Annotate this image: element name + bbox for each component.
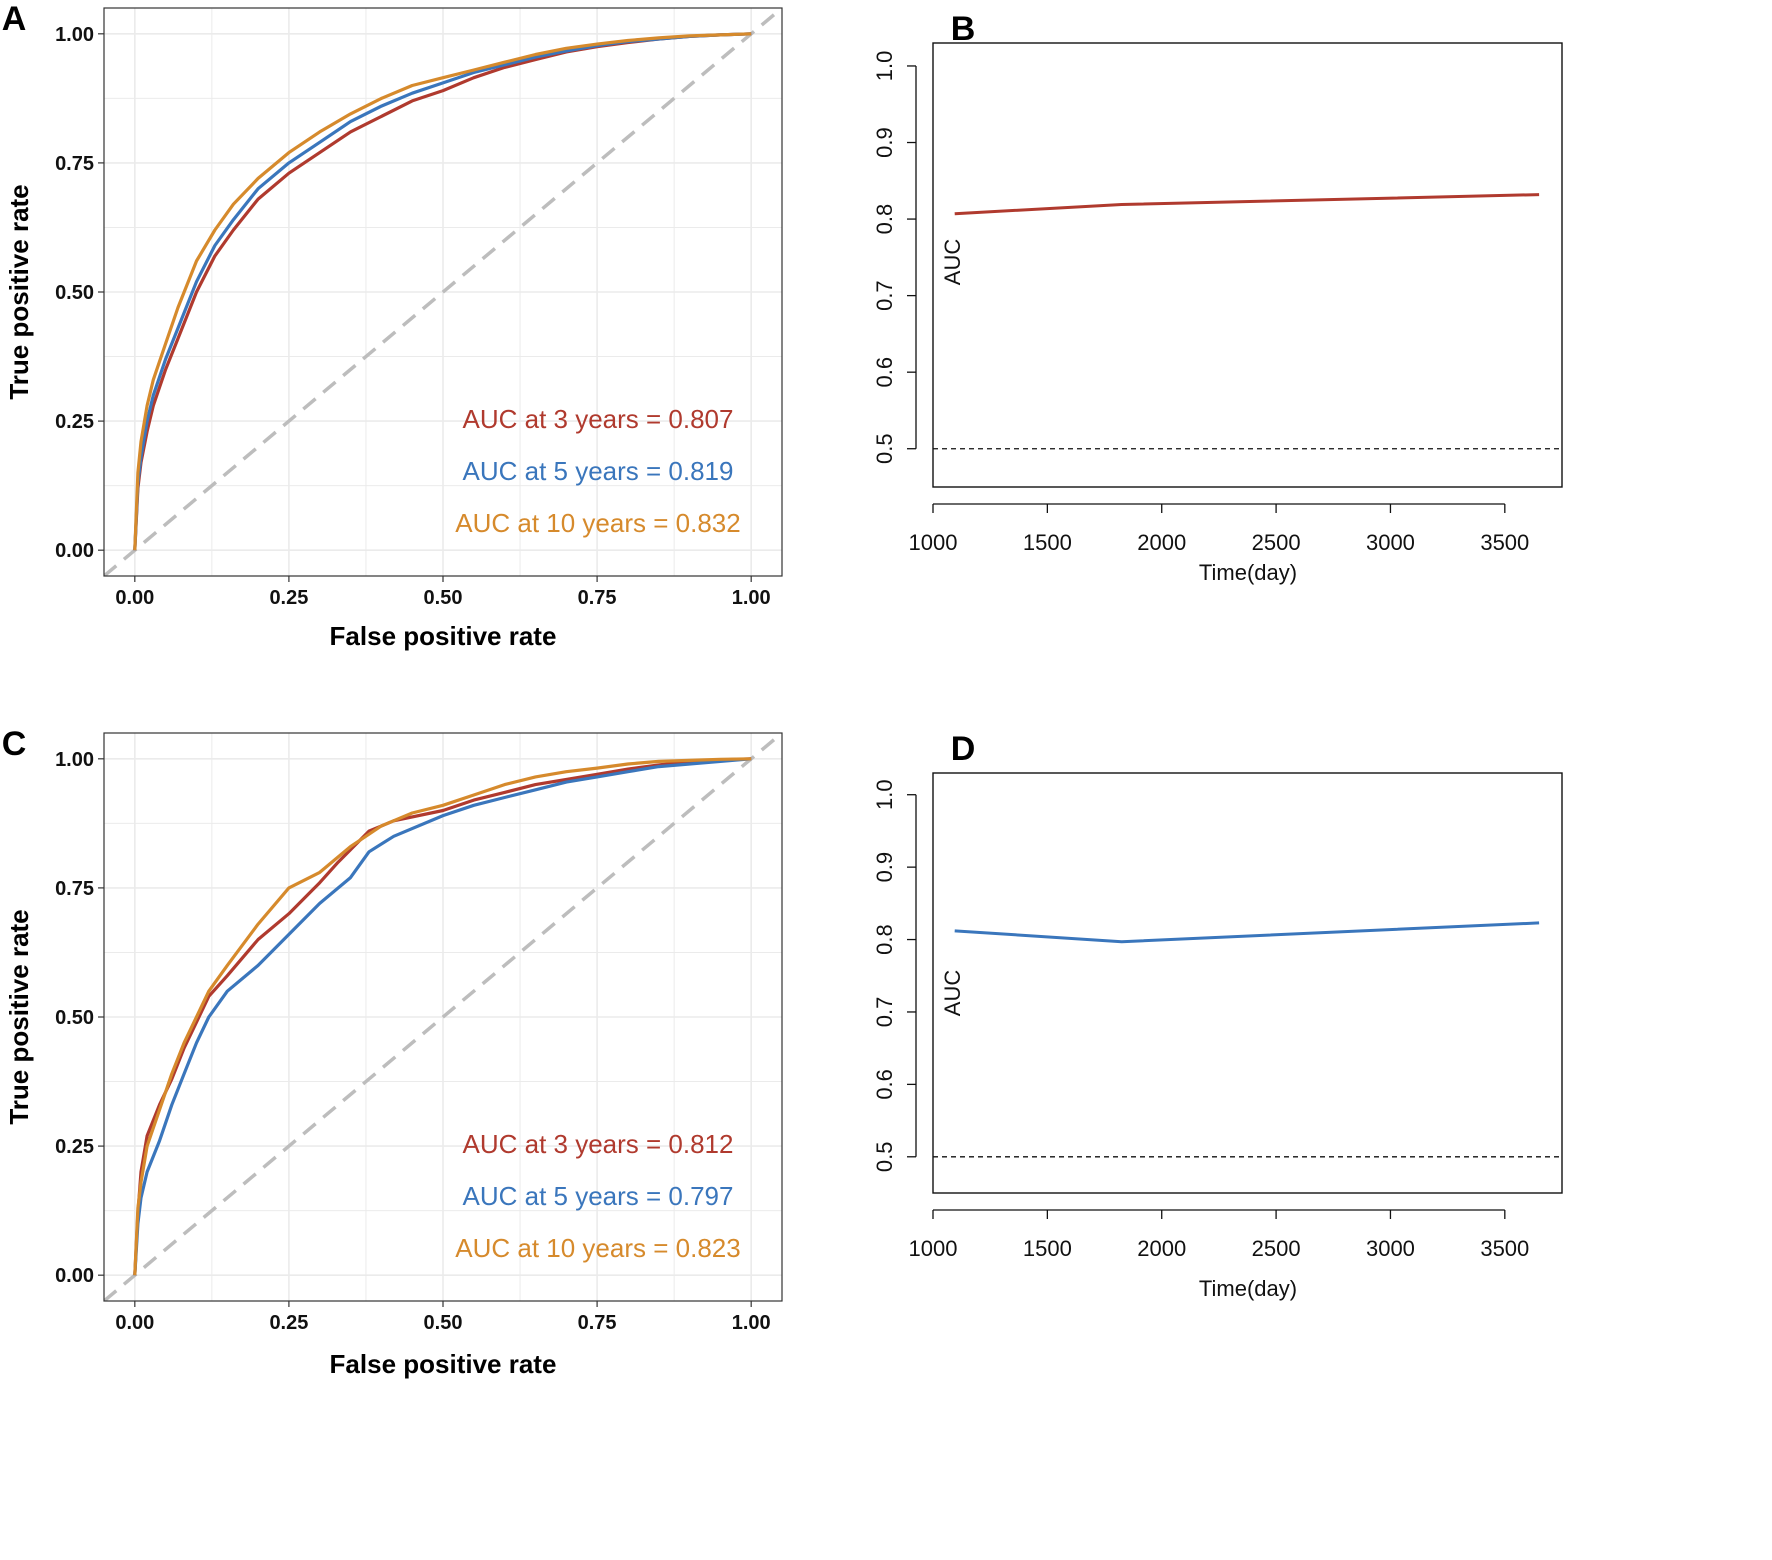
x-tick-label: 1000 xyxy=(909,530,958,555)
legend-entry-y5: AUC at 5 years = 0.797 xyxy=(463,1181,734,1211)
roc-curve-y5 xyxy=(133,757,752,1276)
x-tick-label: 0.50 xyxy=(424,587,463,609)
x-tick-label: 0.75 xyxy=(578,587,617,609)
x-axis-title: False positive rate xyxy=(330,621,557,651)
y-tick-label: 0.5 xyxy=(872,433,897,464)
y-tick-label: 0.8 xyxy=(872,204,897,235)
x-axis-title: False positive rate xyxy=(330,1349,557,1379)
legend-entry-y3: AUC at 3 years = 0.807 xyxy=(463,404,734,434)
y-tick-label: 0.7 xyxy=(872,280,897,311)
panel-a: A 0.00 0.25 0.50 0.75 1.00 0.00 0.25 0.50 0.75 1.0… xyxy=(2,0,783,651)
y-axis-title: AUC xyxy=(940,970,965,1017)
x-tick-label: 1.00 xyxy=(732,1312,771,1334)
x-tick-label: 1.00 xyxy=(732,587,771,609)
y-tick-label: 0.25 xyxy=(55,1136,94,1158)
y-tick-label: 0.75 xyxy=(55,153,94,175)
y-tick-label: 1.0 xyxy=(872,779,897,810)
y-tick-label: 0.9 xyxy=(872,852,897,883)
panel-label: C xyxy=(2,725,27,763)
x-tick-label: 1000 xyxy=(909,1236,958,1261)
y-tick-label: 0.8 xyxy=(872,924,897,955)
y-tick-label: 1.00 xyxy=(55,749,94,771)
panel-d: D 1000 1500 2000 2500 3000 3500 0.5 0.6 0.7 0.8 0.9… xyxy=(872,730,1563,1301)
plot-frame xyxy=(932,42,1563,488)
x-tick-label: 3000 xyxy=(1366,530,1415,555)
auc-line xyxy=(954,193,1540,216)
legend-entry-y10: AUC at 10 years = 0.823 xyxy=(455,1233,740,1263)
y-axis-title: True positive rate xyxy=(4,184,34,399)
auc-line xyxy=(954,921,1540,944)
y-tick-label: 0.5 xyxy=(872,1141,897,1172)
x-tick-label: 3500 xyxy=(1480,530,1529,555)
gridlines xyxy=(104,733,782,1301)
plot-frame xyxy=(932,772,1563,1194)
y-tick-label: 0.75 xyxy=(55,878,94,900)
x-tick-label: 0.25 xyxy=(269,1312,308,1334)
x-tick-label: 2500 xyxy=(1252,530,1301,555)
legend-entry-y3: AUC at 3 years = 0.812 xyxy=(463,1129,734,1159)
roc-curve-y10 xyxy=(133,757,752,1276)
panel-label: A xyxy=(2,0,27,38)
y-tick-label: 1.0 xyxy=(872,51,897,82)
y-tick-label: 0.50 xyxy=(55,282,94,304)
y-tick-label: 0.25 xyxy=(55,411,94,433)
x-tick-label: 3500 xyxy=(1480,1236,1529,1261)
x-tick-label: 2500 xyxy=(1252,1236,1301,1261)
y-tick-label: 1.00 xyxy=(55,24,94,46)
y-tick-label: 0.6 xyxy=(872,357,897,388)
roc-curve-y10 xyxy=(133,32,752,551)
y-tick-label: 0.6 xyxy=(872,1069,897,1100)
y-tick-label: 0.7 xyxy=(872,997,897,1028)
x-tick-label: 1500 xyxy=(1023,1236,1072,1261)
reference-diagonal xyxy=(104,733,782,1301)
x-axis-title: Time(day) xyxy=(1199,1276,1297,1301)
panel-b: B 1000 1500 2000 2500 3000 3500 0.5 0.6 0.7 0.8 0.9… xyxy=(872,10,1563,585)
x-tick-label: 0.00 xyxy=(115,1312,154,1334)
x-tick-label: 3000 xyxy=(1366,1236,1415,1261)
x-tick-label: 0.25 xyxy=(269,587,308,609)
reference-diagonal xyxy=(104,8,782,576)
y-tick-label: 0.9 xyxy=(872,127,897,158)
y-axis-title: AUC xyxy=(940,239,965,286)
panel-c: C 0.00 0.25 0.50 0.75 1.00 0.00 0.25 0.50 0.75 1.0… xyxy=(2,725,783,1379)
panel-label: D xyxy=(951,730,976,768)
y-tick-label: 0.00 xyxy=(55,540,94,562)
y-axis-title: True positive rate xyxy=(4,909,34,1124)
x-tick-label: 0.75 xyxy=(578,1312,617,1334)
legend-entry-y5: AUC at 5 years = 0.819 xyxy=(463,456,734,486)
x-tick-label: 1500 xyxy=(1023,530,1072,555)
panel-label: B xyxy=(951,10,976,48)
x-axis-title: Time(day) xyxy=(1199,560,1297,585)
x-tick-label: 2000 xyxy=(1137,1236,1186,1261)
y-tick-label: 0.50 xyxy=(55,1007,94,1029)
x-tick-label: 0.00 xyxy=(115,587,154,609)
x-tick-label: 2000 xyxy=(1137,530,1186,555)
x-tick-label: 0.50 xyxy=(424,1312,463,1334)
y-tick-label: 0.00 xyxy=(55,1265,94,1287)
legend-entry-y10: AUC at 10 years = 0.832 xyxy=(455,508,740,538)
